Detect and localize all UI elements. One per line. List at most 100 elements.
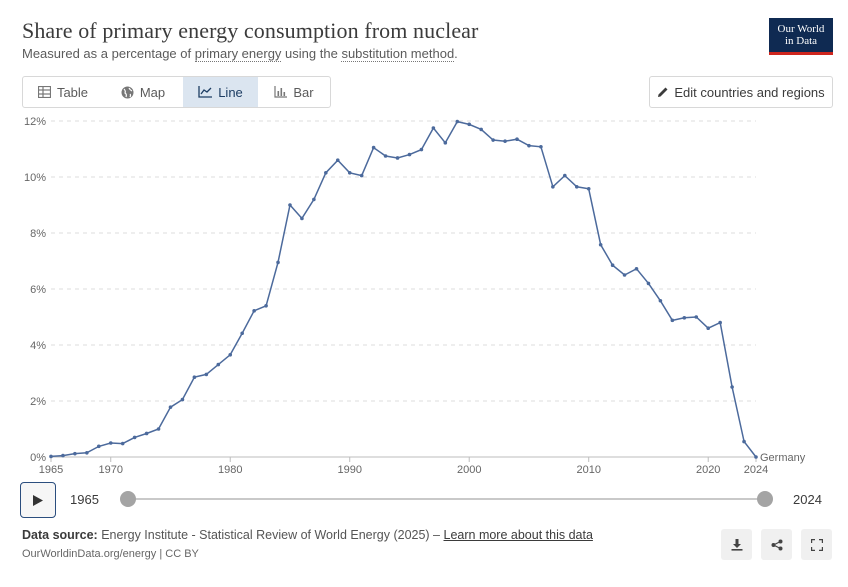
play-button[interactable] [20,482,56,518]
timeline-end-handle[interactable] [757,491,773,507]
data-point[interactable] [527,143,531,148]
data-point[interactable] [706,326,711,331]
data-point[interactable] [443,141,448,145]
logo-line-2: in Data [784,35,818,47]
x-tick-label: 2010 [576,464,600,476]
data-point[interactable] [61,453,65,458]
edit-countries-button[interactable]: Edit countries and regions [649,76,833,108]
data-point[interactable] [168,405,173,409]
data-point[interactable] [276,260,280,265]
data-point[interactable] [718,320,722,325]
data-point[interactable] [551,185,555,189]
data-point[interactable] [312,197,316,202]
data-point[interactable] [467,122,472,127]
data-point[interactable] [49,454,53,459]
data-point[interactable] [371,145,376,150]
tab-line[interactable]: Line [183,77,258,107]
chart-subtitle: Measured as a percentage of primary ener… [22,46,458,62]
credit-text: OurWorldinData.org/energy | CC BY [22,548,199,560]
y-tick-label: 12% [24,116,46,128]
data-point[interactable] [359,173,364,178]
data-point[interactable] [598,242,603,247]
data-point[interactable] [622,273,627,277]
data-point[interactable] [96,444,101,449]
data-point[interactable] [300,216,304,221]
data-point[interactable] [479,127,483,132]
data-point[interactable] [216,362,221,367]
subtitle-text: Measured as a percentage of [22,46,195,61]
data-point[interactable] [324,171,328,175]
data-point[interactable] [658,298,663,303]
data-point[interactable] [144,431,149,436]
data-point[interactable] [132,435,137,440]
x-tick-label: 2024 [744,464,768,476]
data-point[interactable] [634,267,639,271]
data-point[interactable] [347,171,352,175]
y-tick-label: 4% [30,340,46,352]
data-point[interactable] [491,138,495,142]
data-point[interactable] [670,318,675,323]
timeline-track[interactable] [128,498,765,500]
edit-countries-label: Edit countries and regions [674,84,825,100]
source-label: Data source: [22,528,98,542]
data-point[interactable] [563,173,567,178]
x-axis: 1965 1970 1980 1990 2000 2010 2020 2024 [39,457,768,476]
share-button[interactable] [761,529,792,560]
data-point[interactable] [754,455,758,459]
data-point[interactable] [85,451,89,455]
data-point[interactable] [610,263,615,268]
x-tick-label: 1965 [39,464,63,476]
learn-more-link[interactable]: Learn more about this data [443,528,593,542]
timeline-start-handle[interactable] [120,491,136,507]
data-point[interactable] [539,144,543,149]
data-point[interactable] [515,137,519,141]
tab-map[interactable]: Map [103,77,183,107]
data-point[interactable] [694,315,699,319]
data-point[interactable] [264,304,268,308]
play-icon [33,494,43,506]
data-point[interactable] [120,441,125,446]
data-point[interactable] [240,331,244,336]
series-line-germany[interactable] [50,120,757,458]
x-tick-label: 2000 [457,464,481,476]
data-point[interactable] [204,372,209,377]
y-tick-label: 2% [30,396,46,408]
x-tick-label: 1980 [218,464,242,476]
data-point[interactable] [431,126,436,130]
data-point[interactable] [730,385,734,389]
timeline-end-label: 2024 [793,492,822,507]
data-point[interactable] [742,439,746,444]
data-point[interactable] [586,186,591,191]
share-icon [771,539,782,550]
data-point[interactable] [646,281,651,286]
owid-logo[interactable]: Our World in Data [769,18,833,55]
data-point[interactable] [252,309,256,313]
grid-lines [51,120,756,458]
data-point[interactable] [288,203,292,207]
tab-table-label: Table [56,84,89,100]
substitution-method-link[interactable]: substitution method [341,46,455,62]
data-point[interactable] [419,147,424,152]
fullscreen-button[interactable] [801,529,832,560]
download-button[interactable] [721,529,752,560]
series-label-germany[interactable]: Germany [760,452,806,464]
data-point[interactable] [335,158,340,162]
data-point[interactable] [395,156,400,160]
data-point[interactable] [180,397,185,402]
data-point[interactable] [108,441,113,445]
data-point[interactable] [407,152,412,157]
download-icon [731,538,742,551]
data-point[interactable] [192,375,197,380]
y-tick-label: 6% [30,284,46,296]
data-point[interactable] [682,316,687,320]
data-point[interactable] [383,154,388,158]
data-point[interactable] [228,353,233,357]
data-point[interactable] [455,119,460,124]
tab-bar[interactable]: Bar [258,77,330,107]
primary-energy-link[interactable]: primary energy [194,46,282,62]
data-point[interactable] [574,185,579,189]
data-point[interactable] [73,451,77,456]
data-point[interactable] [503,139,507,143]
data-point[interactable] [156,427,161,431]
tab-table[interactable]: Table [23,77,103,107]
